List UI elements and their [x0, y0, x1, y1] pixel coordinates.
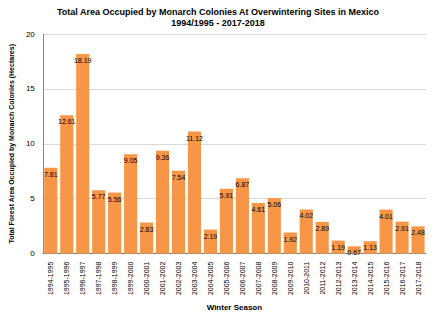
svg-text:Total Forest Area Occupied by: Total Forest Area Occupied by Monarch Co…	[8, 44, 16, 244]
svg-text:2011-2012: 2011-2012	[319, 262, 326, 295]
svg-text:2.48: 2.48	[411, 229, 425, 236]
svg-text:6.87: 6.87	[236, 181, 250, 188]
svg-text:5.06: 5.06	[268, 201, 282, 208]
svg-text:2002-2003: 2002-2003	[175, 262, 182, 296]
svg-text:15: 15	[26, 84, 35, 93]
svg-text:2014-2015: 2014-2015	[367, 262, 374, 296]
svg-text:4.02: 4.02	[299, 212, 313, 219]
svg-text:2012-2013: 2012-2013	[335, 262, 342, 296]
svg-text:18.19: 18.19	[74, 57, 92, 64]
svg-text:1.13: 1.13	[363, 244, 377, 251]
svg-text:2001-2002: 2001-2002	[159, 262, 166, 296]
svg-text:1997-1998: 1997-1998	[95, 262, 102, 296]
svg-text:1.92: 1.92	[283, 236, 297, 243]
svg-text:2.91: 2.91	[395, 225, 409, 232]
svg-text:7.81: 7.81	[44, 171, 58, 178]
svg-text:1998-1999: 1998-1999	[111, 262, 118, 296]
svg-text:2013-2014: 2013-2014	[351, 262, 358, 296]
svg-text:5.77: 5.77	[92, 193, 106, 200]
svg-text:7.54: 7.54	[172, 174, 186, 181]
svg-text:2.83: 2.83	[140, 226, 154, 233]
svg-text:1.19: 1.19	[331, 244, 345, 251]
svg-text:2003-2004: 2003-2004	[191, 262, 198, 296]
svg-text:1995-1996: 1995-1996	[63, 262, 70, 296]
svg-text:10: 10	[26, 139, 35, 148]
svg-text:2.19: 2.19	[204, 233, 218, 240]
svg-text:2015-2016: 2015-2016	[383, 262, 390, 296]
svg-text:2016-2017: 2016-2017	[399, 262, 406, 296]
svg-text:9.05: 9.05	[124, 157, 138, 164]
svg-text:9.36: 9.36	[156, 154, 170, 161]
svg-text:2009-2010: 2009-2010	[287, 262, 294, 296]
svg-text:2.89: 2.89	[315, 225, 329, 232]
svg-text:Total Area Occupied by Monarch: Total Area Occupied by Monarch Colonies …	[57, 7, 380, 17]
svg-text:1994/1995 - 2017-2018: 1994/1995 - 2017-2018	[171, 18, 265, 28]
svg-text:5.56: 5.56	[108, 196, 122, 203]
svg-text:0: 0	[30, 249, 35, 258]
svg-text:11.12: 11.12	[186, 135, 203, 142]
svg-text:2010-2011: 2010-2011	[303, 262, 310, 295]
svg-text:12.61: 12.61	[58, 118, 76, 125]
svg-text:2007-2008: 2007-2008	[255, 262, 262, 296]
svg-text:1994-1995: 1994-1995	[47, 262, 54, 296]
svg-text:4.61: 4.61	[252, 206, 266, 213]
svg-text:1996-1997: 1996-1997	[79, 262, 86, 296]
svg-text:2017-2018: 2017-2018	[415, 262, 422, 296]
svg-text:0.67: 0.67	[347, 249, 361, 256]
svg-text:5.91: 5.91	[220, 192, 234, 199]
svg-text:Winter Season: Winter Season	[207, 303, 263, 312]
svg-text:2000-2001: 2000-2001	[143, 262, 150, 296]
svg-text:2004-2005: 2004-2005	[207, 262, 214, 296]
svg-text:1999-2000: 1999-2000	[127, 262, 134, 296]
svg-text:2008-2009: 2008-2009	[271, 262, 278, 296]
svg-text:2006-2007: 2006-2007	[239, 262, 246, 296]
svg-text:20: 20	[26, 30, 35, 39]
svg-text:2005-2006: 2005-2006	[223, 262, 230, 296]
svg-text:4.01: 4.01	[379, 213, 393, 220]
svg-text:5: 5	[30, 194, 35, 203]
